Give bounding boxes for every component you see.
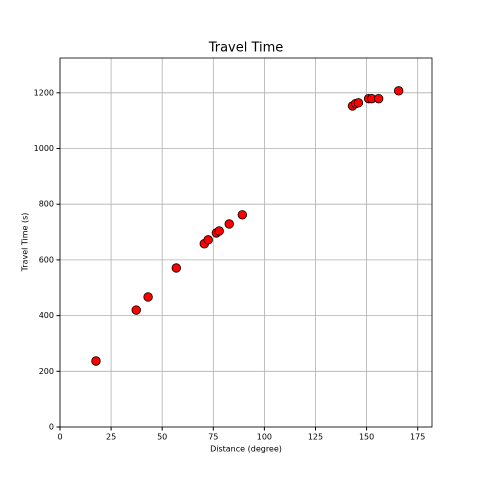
- y-tick-label: 0: [49, 423, 54, 432]
- point: [203, 235, 213, 245]
- y-tick-label: 200: [39, 367, 54, 376]
- x-tick-label: 0: [57, 433, 62, 442]
- x-tick-label: 125: [308, 433, 323, 442]
- x-tick-label: 25: [106, 433, 116, 442]
- point: [373, 93, 384, 104]
- plot-frame: [59, 57, 433, 428]
- point: [91, 356, 101, 366]
- y-tick-label: 600: [39, 255, 54, 264]
- y-tick-label: 1200: [34, 88, 54, 97]
- x-axis-label: Distance (degree): [210, 445, 282, 454]
- x-tick-label: 100: [257, 433, 272, 442]
- y-tick-label: 1000: [34, 144, 54, 153]
- x-tick-label: 175: [410, 433, 425, 442]
- y-axis-label: Travel Time (s): [21, 213, 30, 273]
- point: [171, 263, 182, 273]
- point: [237, 210, 248, 220]
- x-tick-label: 75: [208, 433, 218, 442]
- point: [214, 226, 224, 236]
- chart-title: Travel Time: [208, 41, 284, 56]
- point: [143, 292, 153, 302]
- y-tick-label: 400: [39, 311, 54, 320]
- x-tick-label: 150: [359, 433, 374, 442]
- point: [393, 86, 404, 96]
- x-tick-label: 50: [157, 433, 167, 442]
- point: [224, 219, 234, 229]
- y-tick-label: 800: [39, 200, 54, 209]
- point: [353, 98, 364, 108]
- point: [131, 305, 141, 315]
